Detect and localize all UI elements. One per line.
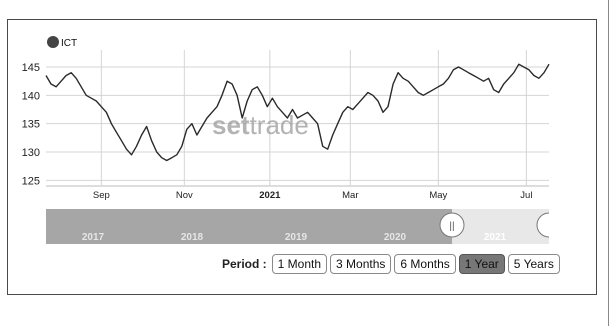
watermark-bold: set [212, 110, 250, 140]
watermark-text: settrade [212, 110, 309, 140]
navigator-year-label: 2017 [82, 232, 105, 243]
x-axis-ticks: Sep Nov 2021 Mar May Jul [93, 190, 533, 201]
navigator-left-handle[interactable] [439, 212, 465, 238]
navigator-year-label: 2021 [484, 232, 507, 243]
y-tick-label: 140 [22, 90, 40, 102]
period-6-months-button[interactable]: 6 Months [394, 254, 456, 274]
settrade-watermark: settrade [212, 110, 309, 140]
page-divider [608, 0, 609, 326]
navigator-right-handle[interactable] [536, 212, 550, 238]
chart-legend: ICT [47, 36, 77, 49]
period-1-year-button[interactable]: 1 Year [458, 254, 505, 274]
ict-price-line [45, 63, 550, 162]
x-tick-label: Jul [520, 190, 532, 201]
range-navigator: 2017 2018 2019 2020 2021 || [46, 209, 550, 244]
period-label: Period : [222, 257, 267, 271]
grid-lines [46, 50, 549, 187]
navigator-year-label: 2018 [181, 232, 204, 243]
x-tick-label: Sep [93, 190, 110, 201]
y-tick-label: 145 [22, 62, 40, 74]
y-tick-label: 125 [22, 175, 40, 187]
handle-grip-icon: || [449, 221, 454, 232]
y-tick-label: 135 [22, 119, 40, 131]
x-tick-label: Mar [342, 190, 358, 201]
navigator-year-label: 2020 [384, 232, 407, 243]
y-tick-label: 130 [22, 147, 40, 159]
navigator-year-label: 2019 [285, 232, 308, 243]
y-axis-ticks: 125 130 135 140 145 [22, 62, 40, 187]
x-tick-label: 2021 [259, 190, 281, 201]
period-3-months-button[interactable]: 3 Months [330, 254, 392, 274]
period-1-month-button[interactable]: 1 Month [271, 254, 328, 274]
legend-label: ICT [61, 38, 77, 49]
period-selector: Period : 1 Month 3 Months 6 Months 1 Yea… [222, 253, 560, 275]
chart-container [7, 19, 597, 295]
x-tick-label: Nov [176, 190, 193, 201]
navigator-selected-range [452, 209, 549, 244]
legend-marker [47, 36, 59, 48]
x-tick-label: May [429, 190, 447, 201]
period-5-years-button[interactable]: 5 Years [507, 254, 560, 274]
watermark-light: trade [250, 110, 309, 140]
